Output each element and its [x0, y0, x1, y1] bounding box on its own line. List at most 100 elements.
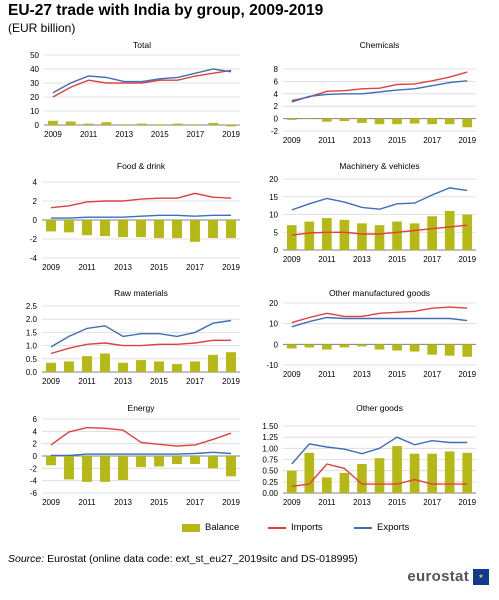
- y-tick-label: 50: [30, 51, 39, 60]
- y-tick-label: -2: [30, 464, 38, 473]
- exports-line: [291, 80, 468, 103]
- balance-bar: [357, 118, 367, 123]
- x-tick-label: 2009: [42, 498, 60, 507]
- balance-bar: [226, 352, 236, 372]
- balance-bar: [136, 220, 146, 238]
- y-tick-label: 0.00: [262, 489, 278, 498]
- exports-line: [51, 451, 232, 457]
- balance-bar: [64, 220, 74, 233]
- source-label: Source:: [8, 553, 45, 565]
- y-tick-label: -6: [30, 489, 38, 498]
- balance-bar: [172, 220, 182, 239]
- y-tick-label: 0.75: [262, 456, 278, 465]
- y-tick-label: 0: [274, 115, 279, 124]
- x-tick-label: 2011: [318, 370, 336, 379]
- x-tick-label: 2017: [423, 136, 441, 145]
- x-tick-label: 2015: [150, 498, 168, 507]
- balance-bar: [286, 470, 297, 493]
- x-tick-label: 2013: [114, 263, 132, 272]
- panel-title: Other manufactured goods: [329, 288, 430, 298]
- x-tick-label: 2009: [283, 255, 301, 264]
- balance-bar: [357, 463, 367, 493]
- source-text: Eurostat (online data code: ext_st_eu27_…: [47, 553, 358, 565]
- balance-bar: [427, 344, 437, 355]
- x-tick-label: 2011: [78, 263, 96, 272]
- balance-bar: [392, 221, 402, 250]
- legend-label-exports: Exports: [377, 522, 410, 533]
- x-tick-label: 2017: [186, 498, 204, 507]
- y-tick-label: 20: [30, 93, 39, 102]
- imports-line: [50, 192, 232, 209]
- imports-line: [52, 69, 232, 98]
- x-tick-label: 2011: [318, 255, 336, 264]
- balance-bar: [462, 118, 473, 128]
- balance-bar: [226, 125, 236, 127]
- imports-line: [50, 426, 232, 447]
- y-tick-label: 0.50: [262, 467, 278, 476]
- y-tick-label: -4: [30, 477, 38, 486]
- x-tick-label: 2009: [283, 498, 301, 507]
- y-tick-label: -10: [266, 361, 278, 370]
- balance-bar: [136, 456, 146, 468]
- balance-bar: [82, 456, 92, 482]
- x-tick-label: 2015: [388, 498, 406, 507]
- y-tick-label: 0.5: [26, 355, 38, 364]
- balance-bar: [83, 123, 94, 125]
- imports-line: [291, 306, 468, 324]
- y-tick-label: 10: [269, 320, 278, 329]
- y-tick-label: 10: [30, 107, 39, 116]
- panel-title: Other goods: [356, 403, 403, 413]
- y-tick-label: 2.0: [26, 315, 38, 324]
- x-tick-label: 2009: [283, 136, 301, 145]
- x-tick-label: 2017: [423, 255, 441, 264]
- balance-bar: [357, 344, 367, 347]
- y-tick-label: 30: [30, 79, 39, 88]
- balance-bar: [65, 121, 76, 125]
- x-tick-label: 2013: [114, 377, 132, 386]
- y-tick-label: 4: [33, 178, 38, 187]
- x-tick-label: 2015: [150, 377, 168, 386]
- balance-bar: [208, 456, 218, 469]
- balance-bar: [304, 117, 315, 119]
- balance-bar: [119, 124, 130, 125]
- x-tick-label: 2009: [44, 130, 62, 139]
- y-tick-label: 2: [33, 440, 38, 449]
- legend-label-balance: Balance: [205, 522, 240, 533]
- balance-swatch: [182, 523, 200, 532]
- y-tick-label: 8: [274, 65, 279, 74]
- y-tick-label: 4: [274, 90, 279, 99]
- balance-bar: [286, 118, 297, 120]
- legend-item-exports: Exports: [354, 522, 409, 533]
- balance-bar: [100, 456, 110, 482]
- x-tick-label: 2019: [222, 498, 240, 507]
- balance-bar: [322, 477, 332, 493]
- balance-bar: [82, 220, 92, 236]
- balance-bar: [322, 218, 332, 250]
- x-tick-label: 2013: [353, 370, 371, 379]
- x-tick-label: 2017: [423, 498, 441, 507]
- balance-bar: [64, 456, 74, 480]
- x-tick-label: 2017: [186, 377, 204, 386]
- balance-bar: [374, 458, 385, 493]
- y-tick-label: 2: [274, 102, 279, 111]
- balance-bar: [190, 456, 200, 465]
- balance-bar: [304, 344, 315, 348]
- x-tick-label: 2015: [150, 263, 168, 272]
- x-tick-label: 2019: [458, 370, 476, 379]
- y-tick-label: 0.0: [26, 368, 38, 377]
- panel-title: Raw materials: [114, 288, 168, 298]
- x-tick-label: 2011: [80, 130, 98, 139]
- y-tick-label: 4: [33, 427, 38, 436]
- balance-bar: [208, 122, 219, 125]
- x-tick-label: 2013: [353, 255, 371, 264]
- y-tick-label: -4: [30, 254, 38, 263]
- balance-bar: [427, 216, 437, 250]
- balance-bar: [190, 361, 200, 372]
- panel-title: Total: [133, 40, 151, 50]
- panel-title: Energy: [128, 403, 156, 413]
- x-tick-label: 2011: [78, 377, 96, 386]
- x-tick-label: 2015: [151, 130, 169, 139]
- chart-subtitle: (EUR billion): [8, 21, 76, 35]
- balance-bar: [172, 456, 182, 465]
